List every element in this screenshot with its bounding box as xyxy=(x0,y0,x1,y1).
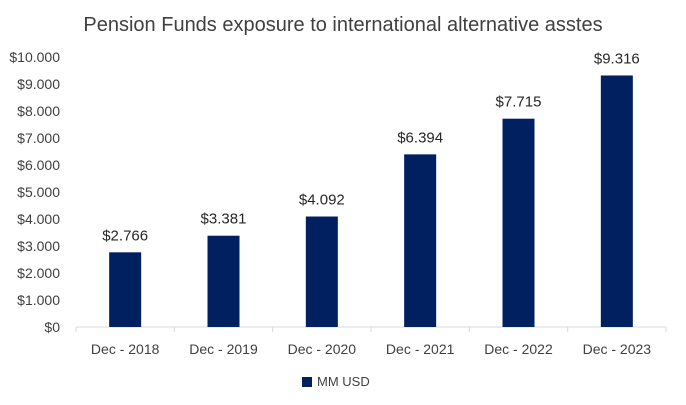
bar-dec-2018 xyxy=(109,252,142,327)
data-label: $2.766 xyxy=(102,227,148,244)
bar-dec-2020 xyxy=(305,216,338,327)
legend: MM USD xyxy=(302,374,370,389)
y-tick-label: $10.000 xyxy=(9,49,60,65)
bar-series xyxy=(109,75,633,327)
x-axis-labels: Dec - 2018 Dec - 2019 Dec - 2020 Dec - 2021… xyxy=(91,341,651,357)
legend-swatch xyxy=(302,377,312,387)
data-labels: $2.766 $3.381 $4.092 $6.394 $7.715 $9.316 xyxy=(102,50,640,244)
y-tick-label: $0 xyxy=(44,319,60,335)
bar-dec-2021 xyxy=(404,154,437,327)
y-tick-label: $3.000 xyxy=(17,238,60,254)
y-axis-ticks: $0 $1.000 $2.000 $3.000 $4.000 $5.000 $6.000 $7… xyxy=(9,49,60,335)
x-tick-label: Dec - 2022 xyxy=(484,341,553,357)
data-label: $4.092 xyxy=(299,192,345,209)
y-tick-label: $5.000 xyxy=(17,184,60,200)
x-tick-label: Dec - 2020 xyxy=(288,341,357,357)
x-axis-tick-marks xyxy=(75,327,667,332)
chart-title: Pension Funds exposure to international … xyxy=(83,14,602,36)
y-tick-label: $2.000 xyxy=(17,265,60,281)
bar-dec-2022 xyxy=(502,118,535,327)
y-tick-label: $7.000 xyxy=(17,130,60,146)
data-label: $6.394 xyxy=(397,129,443,146)
legend-label: MM USD xyxy=(317,374,370,389)
y-tick-label: $1.000 xyxy=(17,292,60,308)
y-tick-label: $6.000 xyxy=(17,157,60,173)
data-label: $7.715 xyxy=(496,94,542,111)
y-tick-label: $8.000 xyxy=(17,103,60,119)
data-label: $3.381 xyxy=(201,211,247,228)
bar-dec-2019 xyxy=(207,235,240,327)
x-tick-label: Dec - 2019 xyxy=(189,341,258,357)
data-label: $9.316 xyxy=(594,50,640,67)
bar-dec-2023 xyxy=(600,75,633,327)
y-tick-label: $9.000 xyxy=(17,76,60,92)
x-tick-label: Dec - 2021 xyxy=(386,341,455,357)
y-tick-label: $4.000 xyxy=(17,211,60,227)
x-tick-label: Dec - 2023 xyxy=(583,341,652,357)
x-tick-label: Dec - 2018 xyxy=(91,341,160,357)
